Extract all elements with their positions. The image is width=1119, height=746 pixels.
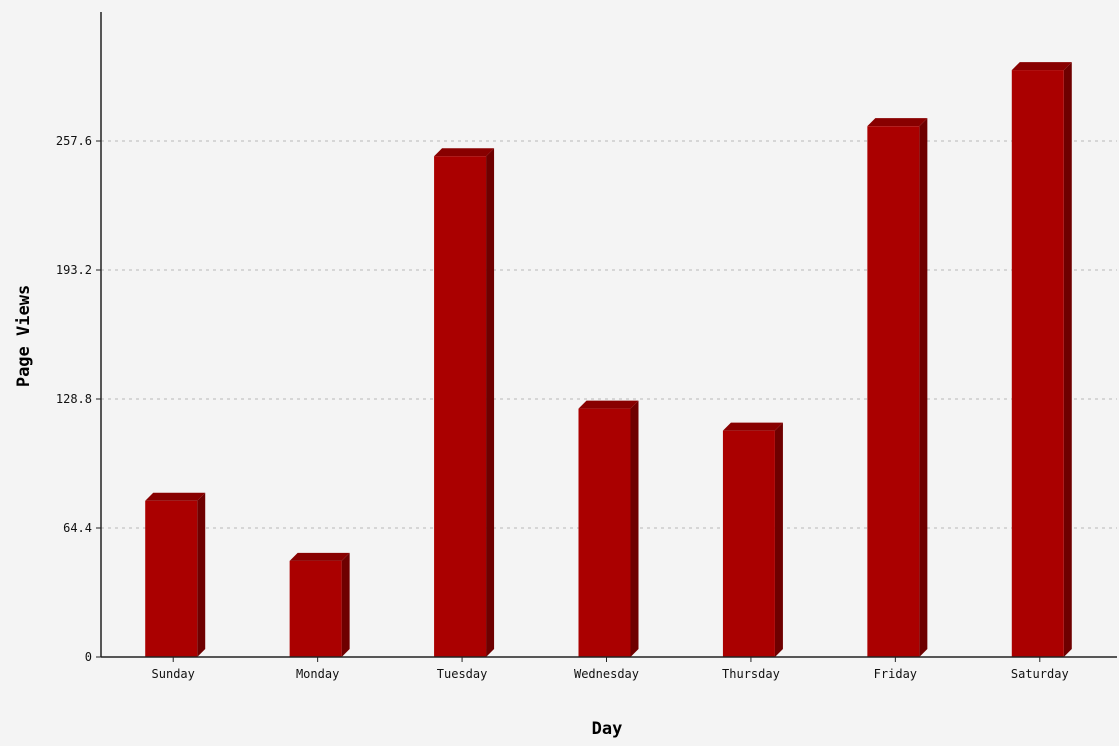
- gridlines: [101, 140, 1117, 529]
- bar-front: [434, 156, 487, 657]
- bar-side: [630, 400, 639, 657]
- x-tick-label: Monday: [296, 667, 339, 681]
- bar-thursday: [722, 422, 783, 657]
- bar-top: [1011, 62, 1072, 71]
- y-tick-labels: 0 64.4 128.8 193.2 257.6: [56, 134, 101, 664]
- x-tick-label: Tuesday: [437, 667, 488, 681]
- y-tick-label: 0: [85, 650, 92, 664]
- bar-side: [197, 492, 206, 657]
- y-tick-label: 64.4: [63, 521, 92, 535]
- bar-front: [145, 500, 198, 657]
- y-tick-label: 257.6: [56, 134, 92, 148]
- bar-front: [578, 408, 631, 657]
- x-tick-label: Saturday: [1011, 667, 1069, 681]
- bar-side: [919, 118, 928, 658]
- bar-tuesday: [434, 148, 495, 657]
- bar-top: [145, 492, 206, 501]
- bar-top: [722, 422, 783, 431]
- bar-top: [867, 118, 928, 127]
- y-tick-label: 128.8: [56, 392, 92, 406]
- bar-saturday: [1011, 62, 1072, 657]
- x-tick-label: Sunday: [152, 667, 195, 681]
- axes: [100, 12, 1117, 658]
- bar-top: [578, 400, 639, 409]
- bar-side: [1063, 62, 1072, 657]
- bar-top: [289, 552, 350, 561]
- bar-friday: [867, 118, 928, 658]
- bar-side: [774, 422, 783, 657]
- bar-top: [434, 148, 495, 157]
- bar-wednesday: [578, 400, 639, 657]
- x-tick-labels: Sunday Monday Tuesday Wednesday Thursday Frid…: [152, 657, 1069, 681]
- bar-front: [722, 430, 775, 657]
- y-axis-title: Page Views: [14, 285, 34, 387]
- x-tick-label: Thursday: [722, 667, 780, 681]
- bar-side: [486, 148, 495, 657]
- y-tick-label: 193.2: [56, 263, 92, 277]
- x-axis-title: Day: [592, 719, 623, 739]
- bar-side: [341, 552, 350, 657]
- bar-front: [867, 126, 920, 658]
- bar-monday: [289, 552, 350, 657]
- bars: [145, 62, 1072, 658]
- x-tick-label: Friday: [874, 667, 917, 681]
- bar-front: [1011, 70, 1064, 657]
- bar-sunday: [145, 492, 206, 657]
- bar-front: [289, 560, 342, 657]
- x-tick-label: Wednesday: [574, 667, 639, 681]
